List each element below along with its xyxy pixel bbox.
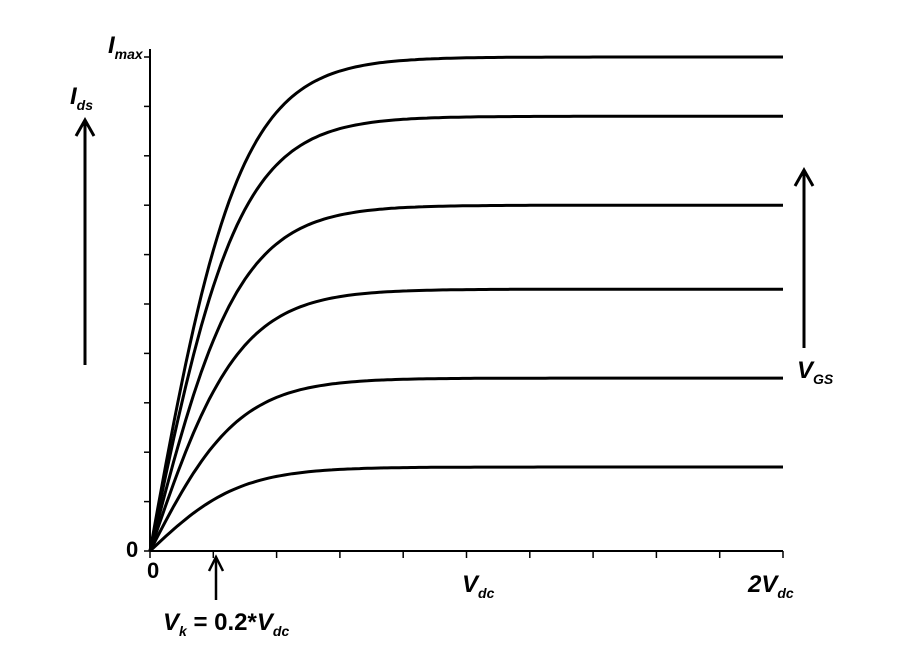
x-tick-vdc-label: Vdc <box>462 571 495 601</box>
knee-voltage-label: Vk = 0.2*Vdc <box>163 609 289 639</box>
iv-curve-4 <box>148 203 783 552</box>
y-axis-arrow-icon <box>74 116 96 365</box>
axes <box>144 49 784 558</box>
curves <box>148 55 783 553</box>
iv-curve-5 <box>148 114 783 552</box>
y-axis-label: Ids <box>70 83 93 113</box>
iv-curve-1 <box>148 465 783 553</box>
vgs-arrow-icon <box>793 166 815 348</box>
y-tick-zero-label: 0 <box>126 537 138 562</box>
iv-curve-6 <box>148 55 783 552</box>
iv-curve-2 <box>148 376 783 552</box>
x-tick-2vdc-label: 2Vdc <box>747 571 794 601</box>
y-tick-imax-label: Imax <box>108 32 144 62</box>
vgs-label: VGS <box>797 357 834 387</box>
iv-curve-3 <box>148 287 783 552</box>
knee-arrow-icon <box>207 554 225 600</box>
x-tick-zero-label: 0 <box>147 558 159 583</box>
